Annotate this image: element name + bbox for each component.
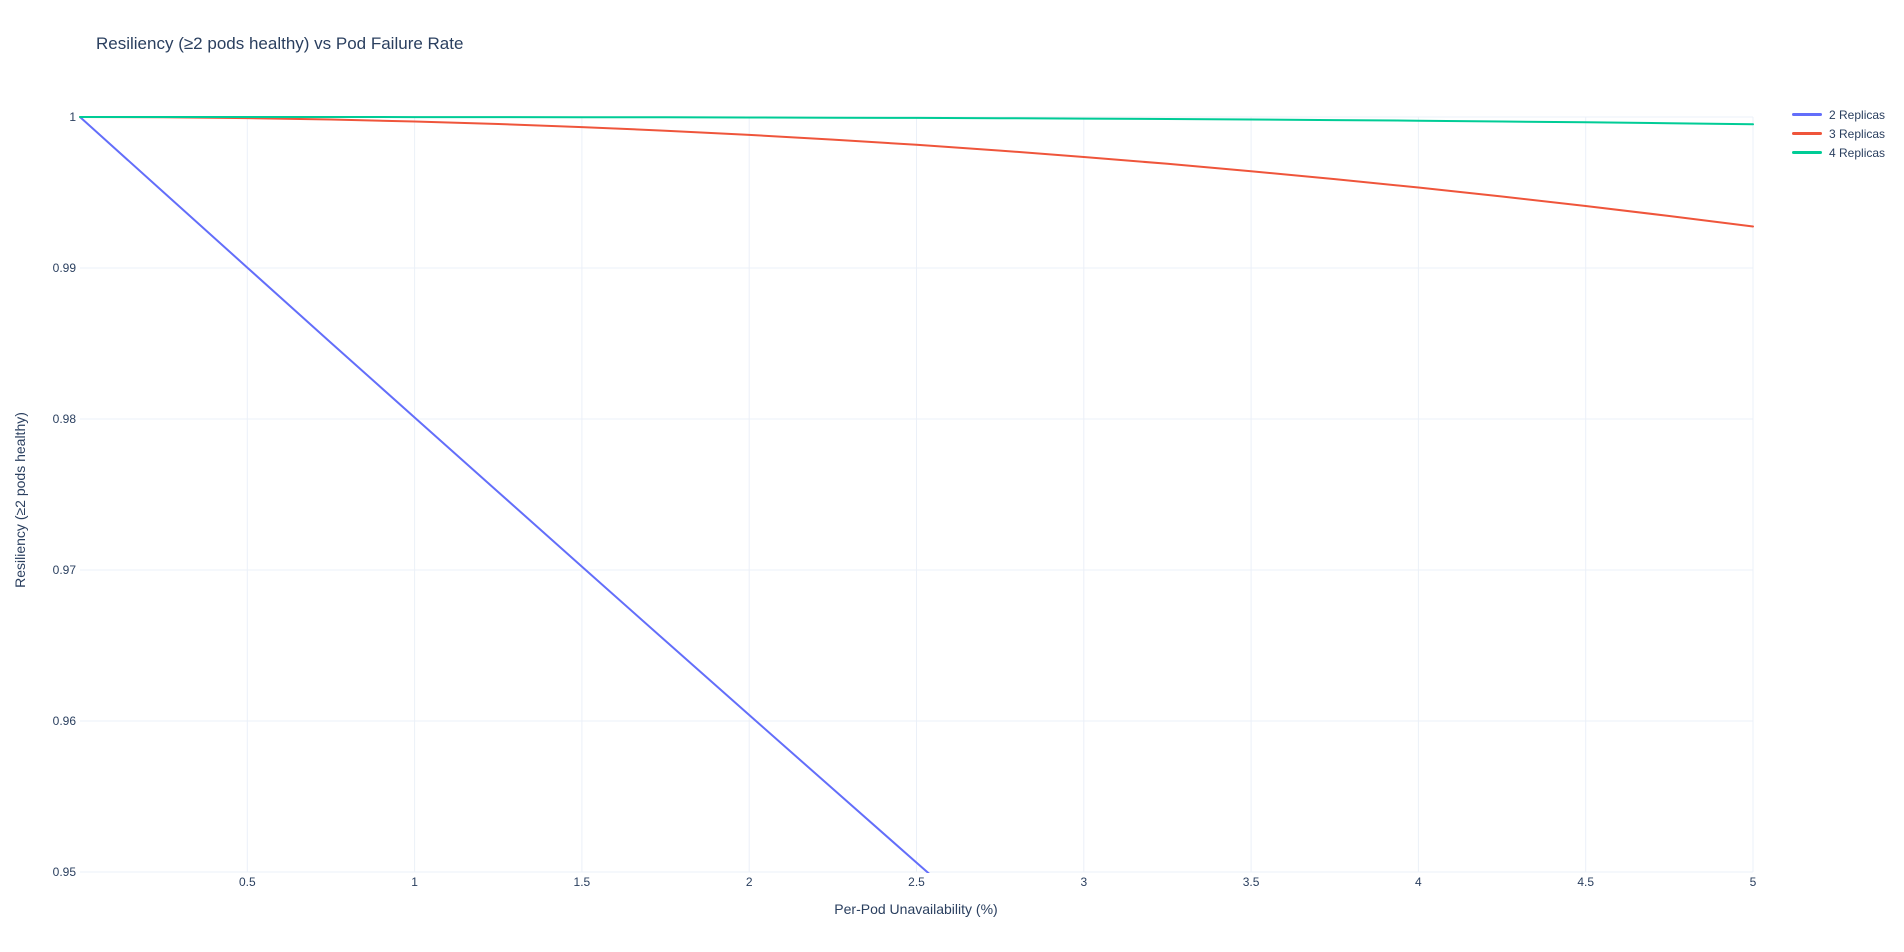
legend-line-swatch-3-replicas [1792, 132, 1822, 135]
x-tick-label: 0.5 [239, 875, 256, 889]
y-tick-labels: 0.95 0.96 0.97 0.98 0.99 1 [53, 110, 77, 879]
series-line-3-replicas[interactable] [79, 116, 1754, 228]
legend-label-3-replicas: 3 Replicas [1829, 126, 1886, 141]
legend-item-4-replicas[interactable]: 4 Replicas [1792, 143, 1885, 162]
legend-line-swatch-2-replicas [1792, 113, 1822, 116]
gridlines [80, 116, 1754, 873]
x-tick-label: 3.5 [1243, 875, 1260, 889]
plot-area[interactable] [80, 107, 1753, 872]
y-tick-label: 0.96 [53, 714, 77, 728]
x-tick-label: 1 [411, 875, 418, 889]
x-tick-label: 2 [746, 875, 753, 889]
y-tick-label: 0.98 [53, 412, 77, 426]
x-tick-label: 4 [1415, 875, 1422, 889]
legend-label-4-replicas: 4 Replicas [1829, 145, 1886, 160]
legend-item-3-replicas[interactable]: 3 Replicas [1792, 124, 1885, 143]
x-axis-title: Per-Pod Unavailability (%) [834, 901, 997, 917]
y-tick-label: 0.95 [53, 865, 77, 879]
legend-label-2-replicas: 2 Replicas [1829, 107, 1886, 122]
y-tick-label: 1 [69, 110, 76, 124]
x-tick-labels: 0.5 1 1.5 2 2.5 3 3.5 4 4.5 5 [239, 875, 1757, 889]
x-tick-label: 5 [1750, 875, 1757, 889]
series-line-2-replicas[interactable] [79, 116, 1753, 952]
y-axis-title: Resiliency (≥2 pods healthy) [12, 412, 28, 588]
legend-line-swatch-4-replicas [1792, 151, 1822, 154]
y-tick-label: 0.97 [53, 563, 77, 577]
x-tick-label: 4.5 [1577, 875, 1594, 889]
x-tick-label: 3 [1080, 875, 1087, 889]
legend-item-2-replicas[interactable]: 2 Replicas [1792, 105, 1885, 124]
x-tick-label: 1.5 [574, 875, 591, 889]
x-tick-label: 2.5 [908, 875, 925, 889]
chart-title: Resiliency (≥2 pods healthy) vs Pod Fail… [96, 34, 464, 53]
y-tick-label: 0.99 [53, 261, 77, 275]
series-lines [79, 116, 1754, 952]
legend: 2 Replicas 3 Replicas 4 Replicas [1792, 105, 1885, 162]
series-line-4-replicas[interactable] [79, 116, 1754, 126]
